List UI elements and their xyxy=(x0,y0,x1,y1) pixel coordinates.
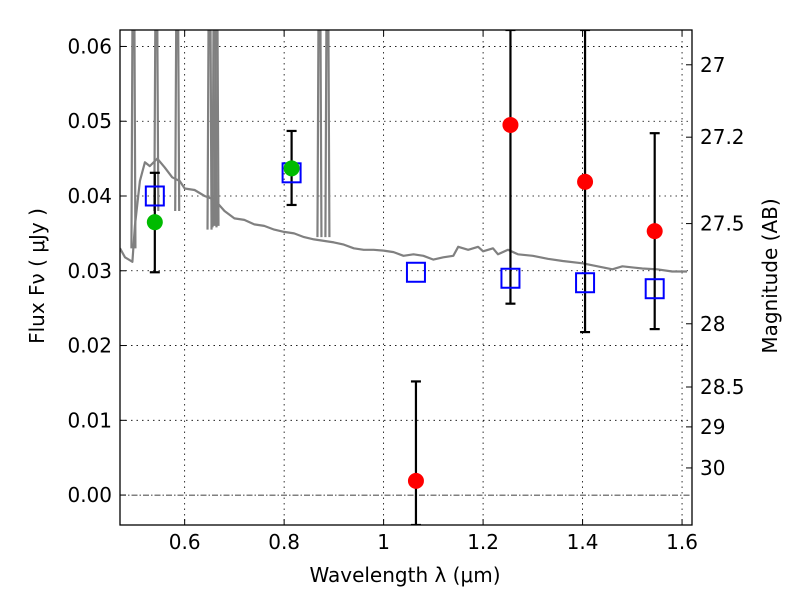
emission-line-spikes xyxy=(130,30,331,249)
flux-point xyxy=(646,223,663,240)
error-bars xyxy=(149,30,660,525)
y-axis-ticks: 0.00 0.01 0.02 0.03 0.04 0.05 0.06 xyxy=(67,34,126,507)
flux-point xyxy=(577,173,594,190)
emission-spike xyxy=(324,30,331,238)
detection-point xyxy=(146,214,163,231)
magnitude-tick-label: 27.2 xyxy=(700,125,745,149)
y-tick-label: 0.03 xyxy=(67,259,112,283)
flux-point xyxy=(407,472,424,489)
magnitude-tick-label: 28.5 xyxy=(700,375,745,399)
x-tick-label: 0.6 xyxy=(169,530,201,554)
emission-spike xyxy=(213,30,220,226)
model-photometry-square xyxy=(144,185,165,207)
y-tick-label: 0.05 xyxy=(67,109,112,133)
model-photometry-markers xyxy=(144,162,665,300)
y-tick-label: 0.02 xyxy=(67,334,112,358)
model-photometry-square xyxy=(500,267,521,289)
detection-point xyxy=(283,160,300,177)
model-spectrum-line xyxy=(120,157,687,273)
magnitude-axis-label: Magnitude (AB) xyxy=(758,198,782,353)
observed-flux-markers xyxy=(146,116,663,489)
x-tick-label: 0.8 xyxy=(268,530,300,554)
y-tick-label: 0.04 xyxy=(67,184,112,208)
x-tick-label: 1.4 xyxy=(567,530,599,554)
emission-spike xyxy=(316,30,323,238)
emission-spike xyxy=(206,30,213,230)
plot-frame xyxy=(119,29,693,526)
model-photometry-square xyxy=(644,278,665,300)
y-tick-label: 0.01 xyxy=(67,408,112,432)
magnitude-tick-label: 29 xyxy=(700,415,725,439)
x-tick-label: 1.2 xyxy=(467,530,499,554)
emission-spike xyxy=(153,30,160,211)
flux-point xyxy=(502,116,519,133)
x-tick-label: 1 xyxy=(377,530,390,554)
y-tick-label: 0.06 xyxy=(67,34,112,58)
y-axis-label: Flux Fν ( μJy ) xyxy=(25,208,49,344)
x-tick-label: 1.6 xyxy=(666,530,698,554)
emission-spike xyxy=(174,30,181,211)
y-tick-label: 0.00 xyxy=(67,483,112,507)
model-photometry-square xyxy=(575,272,596,294)
magnitude-tick-label: 30 xyxy=(700,456,725,480)
emission-spike xyxy=(130,30,137,249)
model-photometry-square xyxy=(405,261,426,283)
magnitude-axis-ticks: 27 27.2 27.5 28 28.5 29 30 xyxy=(686,53,745,480)
x-axis-label: Wavelength λ (μm) xyxy=(309,563,500,587)
magnitude-tick-label: 28 xyxy=(700,312,725,336)
magnitude-tick-label: 27 xyxy=(700,53,725,77)
x-axis-ticks: 0.6 0.8 1 1.2 1.4 1.6 xyxy=(169,30,698,554)
magnitude-tick-label: 27.5 xyxy=(700,212,745,236)
